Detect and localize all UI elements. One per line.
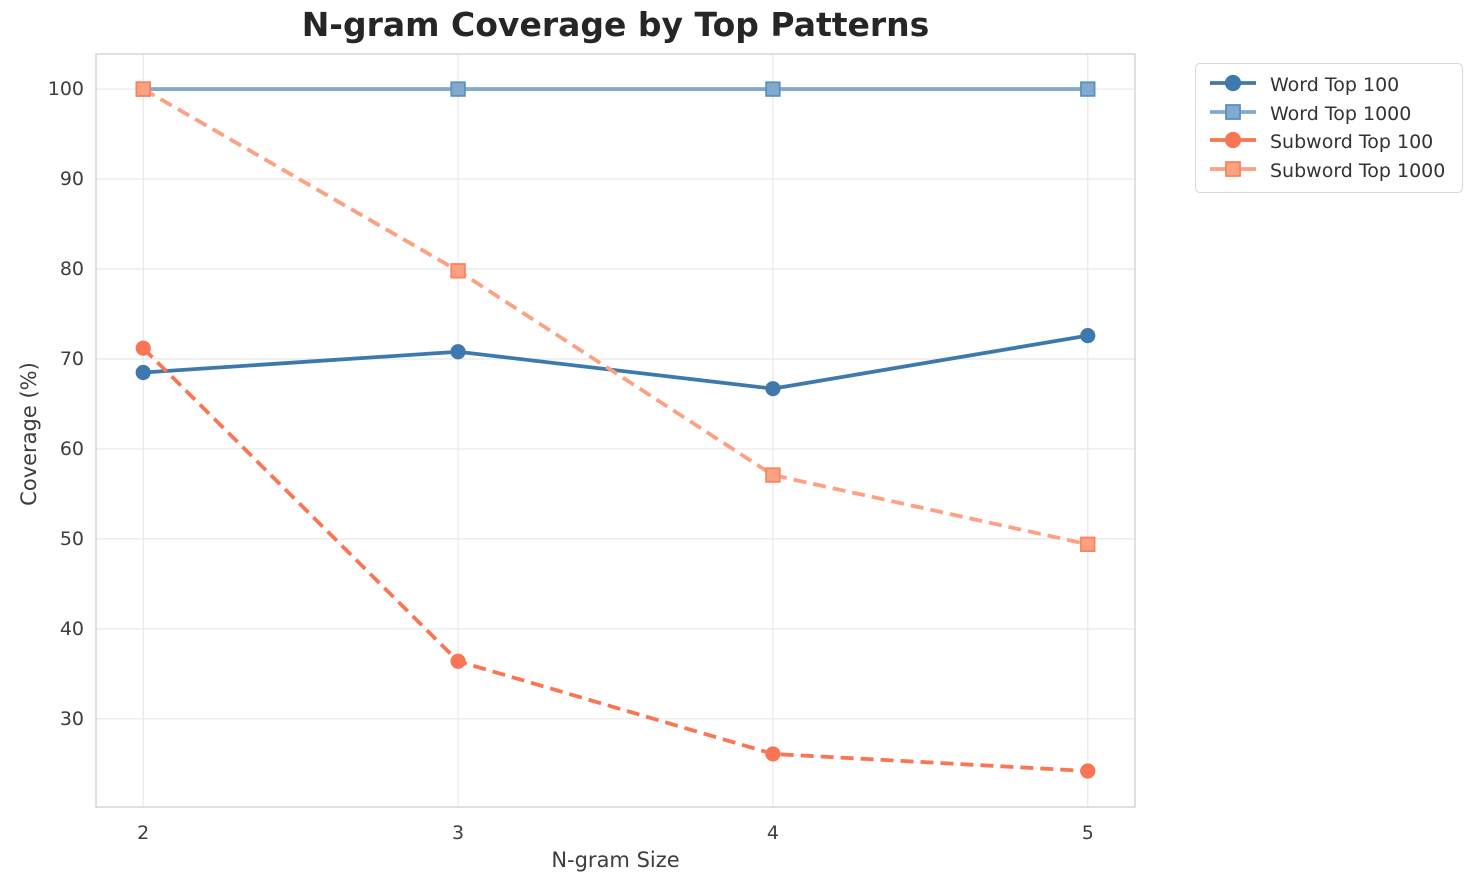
x-tick-label: 5 (1082, 822, 1094, 844)
data-point-marker (450, 81, 466, 97)
line-circle-marker-icon (1208, 72, 1258, 98)
legend-swatch (1210, 132, 1256, 149)
x-axis-label: N-gram Size (551, 848, 680, 872)
x-tick-label: 2 (137, 822, 149, 844)
y-tick-label: 50 (60, 528, 84, 550)
line-square-marker-icon (1208, 101, 1258, 127)
data-point-marker (1080, 763, 1096, 779)
y-axis-label: Coverage (%) (17, 362, 41, 506)
data-point-marker (765, 746, 781, 762)
x-tick-label: 4 (767, 822, 779, 844)
legend-swatch (1210, 160, 1256, 177)
legend-swatch (1210, 103, 1256, 120)
chart-title: N-gram Coverage by Top Patterns (301, 5, 930, 44)
data-point-marker (1080, 536, 1096, 553)
y-tick-label: 100 (48, 78, 84, 100)
y-tick-label: 30 (60, 708, 84, 730)
legend-swatch (1210, 75, 1256, 92)
x-tick-label: 3 (452, 822, 464, 844)
y-tick-label: 90 (60, 168, 84, 190)
data-point-marker (1080, 327, 1096, 344)
y-tick-label: 40 (60, 618, 84, 640)
legend-item-subword-top-1000: Subword Top 1000 (1206, 157, 1452, 186)
data-point-marker (450, 344, 466, 360)
data-point-marker (135, 364, 151, 381)
data-point-marker (1080, 81, 1096, 97)
legend-item-word-top-100: Word Top 100 (1206, 71, 1452, 100)
series-line (143, 333, 1089, 391)
line-circle-marker-icon (1208, 129, 1258, 155)
data-point-marker (765, 81, 781, 97)
series-line (141, 346, 1088, 773)
data-point-marker (450, 263, 466, 279)
line-square-marker-icon (1208, 158, 1258, 184)
data-point-marker (765, 467, 781, 483)
legend-item-label: Word Top 100 (1270, 74, 1400, 97)
data-point-marker (135, 81, 151, 97)
legend-item-label: Subword Top 100 (1270, 131, 1434, 154)
legend-item-subword-top-100: Subword Top 100 (1206, 128, 1452, 157)
data-point-marker (135, 340, 151, 356)
data-point-marker (765, 381, 781, 397)
legend: Word Top 100 Word Top 1000 Subword Top 1… (1195, 63, 1463, 193)
y-tick-label: 60 (60, 438, 84, 460)
y-tick-label: 70 (60, 348, 84, 370)
y-tick-label: 80 (60, 258, 84, 280)
series-line (142, 87, 1089, 547)
plot-border (95, 53, 1136, 808)
legend-item-word-top-1000: Word Top 1000 (1206, 100, 1452, 129)
legend-item-label: Word Top 1000 (1270, 102, 1412, 125)
legend-item-label: Subword Top 1000 (1270, 159, 1446, 182)
data-point-marker (450, 653, 466, 669)
